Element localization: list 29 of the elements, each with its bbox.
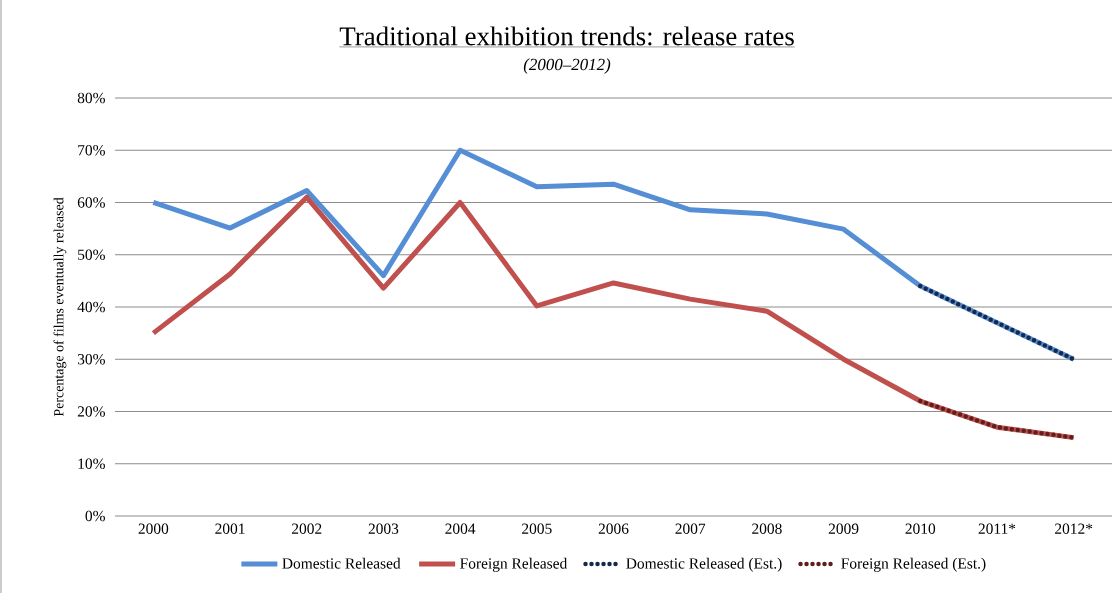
x-tick-label: 2008 bbox=[752, 523, 782, 534]
x-tick-label: 2002 bbox=[291, 523, 322, 534]
y-tick-label: 70% bbox=[78, 145, 105, 156]
x-tick-label: 2001 bbox=[215, 523, 245, 534]
x-tick-label: 2005 bbox=[522, 523, 552, 534]
y-tick-label: 0% bbox=[85, 510, 105, 522]
y-tick-label: 20% bbox=[77, 406, 105, 417]
y-axis-title: Percentage of films eventually released bbox=[53, 197, 67, 417]
y-tick-label: 50% bbox=[78, 249, 105, 260]
y-tick-label: 10% bbox=[78, 458, 105, 469]
y-tick-label: 30% bbox=[77, 354, 105, 365]
x-tick-label: 2009 bbox=[828, 523, 859, 534]
y-tick-label: 40% bbox=[77, 301, 105, 313]
y-tick-label: 60% bbox=[77, 197, 105, 208]
chart-title: Traditional exhibition trends: release rates bbox=[339, 26, 794, 46]
chart-subtitle: (2000–2012) bbox=[523, 58, 611, 74]
x-tick-label: 2010 bbox=[905, 523, 936, 534]
x-tick-label: 2000 bbox=[138, 523, 169, 534]
legend-label: Foreign Released (Est.) bbox=[841, 557, 986, 572]
x-tick-label: 2003 bbox=[368, 523, 399, 534]
legend-label: Foreign Released bbox=[460, 557, 568, 572]
y-tick-label: 80% bbox=[77, 92, 105, 104]
x-tick-label: 2011* bbox=[978, 523, 1016, 534]
x-tick-label: 2007 bbox=[675, 523, 706, 534]
x-tick-label: 2006 bbox=[598, 523, 629, 534]
x-tick-label: 2004 bbox=[445, 523, 476, 534]
x-tick-label: 2012* bbox=[1055, 523, 1093, 534]
legend-label: Domestic Released bbox=[282, 557, 401, 569]
legend-label: Domestic Released (Est.) bbox=[626, 557, 782, 572]
